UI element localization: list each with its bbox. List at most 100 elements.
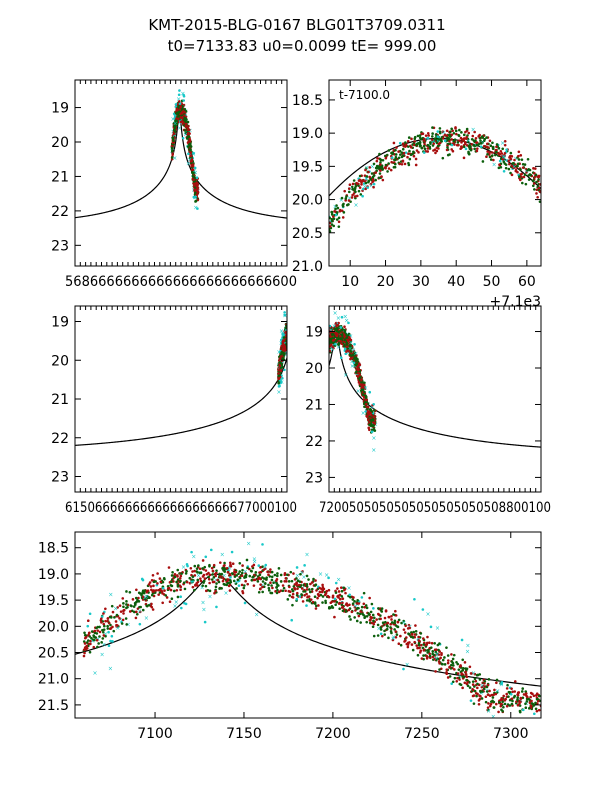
data-point bbox=[208, 563, 211, 567]
data-point bbox=[481, 136, 485, 139]
data-point bbox=[201, 559, 205, 562]
data-point bbox=[411, 636, 415, 639]
data-point bbox=[334, 339, 338, 343]
data-point bbox=[325, 589, 329, 593]
data-point bbox=[116, 606, 119, 609]
data-point bbox=[292, 572, 295, 575]
data-point bbox=[466, 140, 470, 143]
data-point bbox=[370, 428, 374, 432]
data-point bbox=[378, 172, 382, 175]
data-point bbox=[109, 627, 113, 630]
data-point bbox=[175, 108, 179, 112]
data-point bbox=[411, 648, 415, 652]
data-point bbox=[163, 589, 166, 592]
data-point bbox=[392, 165, 396, 169]
data-point bbox=[460, 673, 463, 676]
data-point bbox=[372, 162, 376, 166]
y-tick-label: 18.5 bbox=[38, 541, 69, 557]
data-point bbox=[238, 576, 242, 580]
data-point bbox=[532, 182, 536, 185]
data-point bbox=[454, 129, 458, 133]
data-point bbox=[512, 161, 515, 165]
data-point bbox=[234, 582, 238, 585]
data-point bbox=[258, 587, 262, 591]
plot-area: ××××××××××××××××××××××××××××××××××××××××… bbox=[329, 310, 541, 454]
data-point bbox=[341, 601, 344, 605]
data-point bbox=[187, 152, 190, 156]
data-point bbox=[404, 145, 407, 148]
data-point bbox=[177, 110, 181, 113]
data-point bbox=[296, 579, 300, 583]
data-point bbox=[215, 582, 218, 585]
data-point bbox=[212, 575, 216, 579]
data-point bbox=[502, 160, 506, 164]
data-point bbox=[533, 712, 536, 716]
data-point bbox=[88, 631, 91, 635]
data-point bbox=[189, 145, 193, 148]
data-point bbox=[407, 145, 410, 148]
data-point bbox=[279, 580, 283, 583]
data-point bbox=[379, 163, 382, 166]
data-point bbox=[418, 646, 421, 650]
data-point bbox=[407, 136, 411, 139]
data-point bbox=[407, 632, 410, 636]
data-point bbox=[534, 694, 538, 697]
data-point bbox=[441, 658, 445, 662]
data-point bbox=[252, 584, 256, 587]
plot-area: ××××××××××××××××××××××××××××××××××××××××… bbox=[75, 540, 541, 718]
data-point bbox=[470, 137, 474, 141]
data-point bbox=[150, 602, 153, 606]
data-point bbox=[430, 138, 434, 142]
data-point bbox=[430, 641, 434, 645]
data-point bbox=[381, 178, 385, 182]
data-point bbox=[329, 343, 333, 347]
data-point bbox=[291, 592, 295, 596]
data-point bbox=[270, 575, 274, 579]
data-point bbox=[219, 561, 222, 564]
data-point bbox=[297, 583, 301, 587]
data-point bbox=[502, 694, 505, 698]
data-point bbox=[400, 162, 404, 166]
data-point bbox=[503, 143, 507, 147]
data-point bbox=[86, 624, 90, 628]
data-point bbox=[507, 690, 511, 694]
data-point bbox=[278, 359, 282, 362]
data-point bbox=[380, 607, 384, 610]
data-point bbox=[370, 621, 374, 625]
data-point bbox=[358, 612, 362, 616]
data-point bbox=[228, 589, 232, 592]
data-point bbox=[233, 573, 236, 576]
data-point bbox=[216, 578, 219, 582]
data-point bbox=[362, 602, 366, 606]
data-point: × bbox=[276, 389, 281, 396]
data-point bbox=[305, 588, 309, 591]
data-point bbox=[453, 676, 457, 680]
data-point bbox=[281, 332, 284, 336]
figure-title-line-1: KMT-2015-BLG-0167 BLG01T3709.0311 bbox=[148, 16, 445, 34]
data-point: × bbox=[370, 163, 375, 170]
data-point bbox=[533, 188, 536, 191]
data-point bbox=[379, 632, 383, 636]
data-point bbox=[415, 644, 419, 647]
data-point: × bbox=[181, 564, 186, 571]
data-point bbox=[487, 708, 490, 712]
data-point bbox=[277, 590, 281, 594]
data-point bbox=[479, 689, 482, 693]
data-point bbox=[404, 624, 407, 628]
data-point bbox=[195, 193, 199, 196]
data-point bbox=[138, 622, 142, 626]
data-point: × bbox=[364, 176, 369, 183]
data-point bbox=[524, 706, 528, 709]
data-point bbox=[370, 602, 374, 606]
data-point bbox=[518, 709, 522, 713]
data-point bbox=[406, 139, 410, 143]
data-point bbox=[438, 127, 442, 130]
data-point bbox=[191, 585, 195, 589]
data-point bbox=[329, 324, 332, 328]
data-point: × bbox=[434, 655, 439, 662]
data-point bbox=[465, 675, 469, 679]
data-point bbox=[246, 582, 250, 586]
data-point bbox=[228, 581, 231, 585]
data-point bbox=[426, 635, 429, 639]
data-point bbox=[214, 585, 218, 589]
